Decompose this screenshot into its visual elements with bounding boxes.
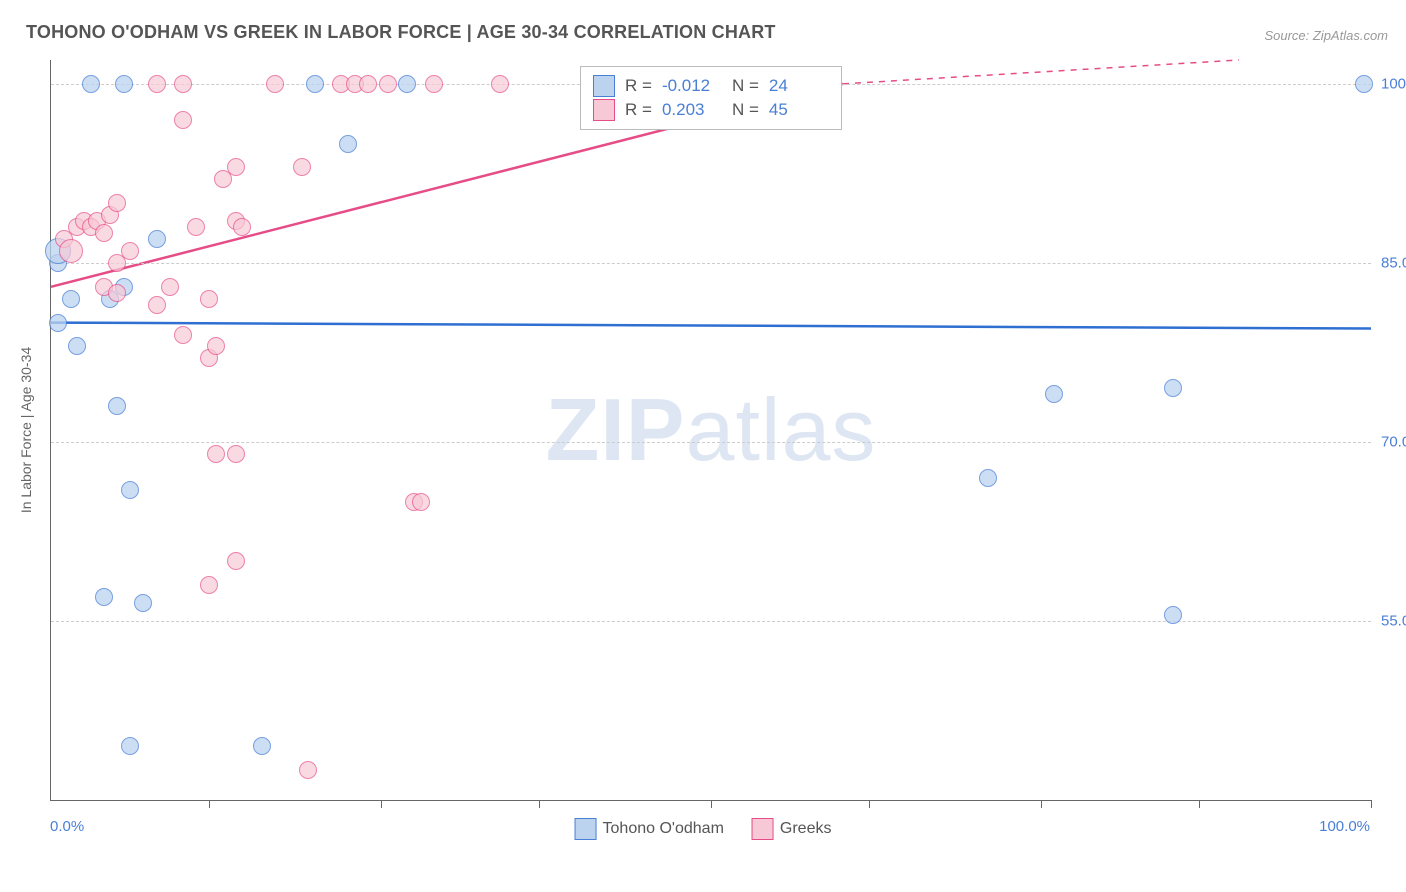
data-point-a bbox=[979, 469, 997, 487]
data-point-a bbox=[1164, 606, 1182, 624]
data-point-b bbox=[148, 75, 166, 93]
data-point-a bbox=[306, 75, 324, 93]
data-point-a bbox=[115, 75, 133, 93]
data-point-b bbox=[200, 290, 218, 308]
data-point-b bbox=[425, 75, 443, 93]
data-point-b bbox=[200, 576, 218, 594]
data-point-b bbox=[174, 75, 192, 93]
regression-line bbox=[843, 60, 1239, 84]
data-point-b bbox=[379, 75, 397, 93]
y-tick-label: 70.0% bbox=[1381, 433, 1406, 450]
data-point-a bbox=[148, 230, 166, 248]
legend-label-a: Tohono O'odham bbox=[603, 820, 724, 837]
gridline bbox=[51, 442, 1371, 443]
data-point-b bbox=[148, 296, 166, 314]
regression-lines-layer bbox=[51, 60, 1371, 800]
data-point-b bbox=[174, 111, 192, 129]
data-point-a bbox=[68, 337, 86, 355]
data-point-b bbox=[108, 284, 126, 302]
series-legend: Tohono O'odham Greeks bbox=[575, 818, 832, 840]
gridline bbox=[51, 263, 1371, 264]
chart-title: TOHONO O'ODHAM VS GREEK IN LABOR FORCE |… bbox=[26, 22, 776, 43]
data-point-b bbox=[359, 75, 377, 93]
data-point-a bbox=[398, 75, 416, 93]
swatch-series-b bbox=[593, 99, 615, 121]
data-point-b bbox=[207, 445, 225, 463]
y-tick-label: 100.0% bbox=[1381, 75, 1406, 92]
x-tick bbox=[539, 800, 540, 808]
source-attribution: Source: ZipAtlas.com bbox=[1264, 28, 1388, 43]
data-point-b bbox=[412, 493, 430, 511]
data-point-a bbox=[1045, 385, 1063, 403]
data-point-a bbox=[1355, 75, 1373, 93]
stats-legend-row-a: R = -0.012 N = 24 bbox=[593, 75, 829, 97]
data-point-a bbox=[108, 397, 126, 415]
swatch-series-a bbox=[593, 75, 615, 97]
data-point-b bbox=[95, 224, 113, 242]
data-point-a bbox=[339, 135, 357, 153]
y-tick-label: 55.0% bbox=[1381, 612, 1406, 629]
x-tick bbox=[1199, 800, 1200, 808]
data-point-b bbox=[187, 218, 205, 236]
r-label: R = bbox=[625, 76, 652, 96]
x-axis-min-label: 0.0% bbox=[50, 818, 84, 835]
swatch-series-b bbox=[752, 818, 774, 840]
x-tick bbox=[381, 800, 382, 808]
data-point-b bbox=[108, 194, 126, 212]
data-point-b bbox=[299, 761, 317, 779]
data-point-b bbox=[59, 239, 83, 263]
x-tick bbox=[711, 800, 712, 808]
data-point-a bbox=[49, 314, 67, 332]
data-point-a bbox=[253, 737, 271, 755]
data-point-a bbox=[121, 481, 139, 499]
data-point-b bbox=[266, 75, 284, 93]
r-label: R = bbox=[625, 100, 652, 120]
x-tick bbox=[1041, 800, 1042, 808]
plot-area: ZIPatlas 100.0%85.0%70.0%55.0% bbox=[50, 60, 1371, 801]
data-point-b bbox=[233, 218, 251, 236]
data-point-a bbox=[95, 588, 113, 606]
data-point-b bbox=[121, 242, 139, 260]
data-point-a bbox=[82, 75, 100, 93]
x-axis-max-label: 100.0% bbox=[1319, 818, 1370, 835]
legend-item-a: Tohono O'odham bbox=[575, 818, 724, 840]
n-value-b: 45 bbox=[769, 100, 829, 120]
data-point-b bbox=[491, 75, 509, 93]
data-point-b bbox=[207, 337, 225, 355]
data-point-a bbox=[121, 737, 139, 755]
stats-legend: R = -0.012 N = 24 R = 0.203 N = 45 bbox=[580, 66, 842, 130]
y-axis-label: In Labor Force | Age 30-34 bbox=[18, 347, 34, 513]
data-point-b bbox=[174, 326, 192, 344]
r-value-a: -0.012 bbox=[662, 76, 722, 96]
data-point-b bbox=[227, 552, 245, 570]
data-point-a bbox=[134, 594, 152, 612]
x-tick bbox=[209, 800, 210, 808]
x-tick bbox=[1371, 800, 1372, 808]
x-tick bbox=[869, 800, 870, 808]
n-label: N = bbox=[732, 100, 759, 120]
legend-label-b: Greeks bbox=[780, 820, 832, 837]
data-point-b bbox=[227, 445, 245, 463]
stats-legend-row-b: R = 0.203 N = 45 bbox=[593, 99, 829, 121]
n-label: N = bbox=[732, 76, 759, 96]
legend-item-b: Greeks bbox=[752, 818, 832, 840]
data-point-b bbox=[293, 158, 311, 176]
data-point-a bbox=[1164, 379, 1182, 397]
data-point-a bbox=[62, 290, 80, 308]
regression-line bbox=[51, 323, 1371, 329]
data-point-b bbox=[161, 278, 179, 296]
y-tick-label: 85.0% bbox=[1381, 254, 1406, 271]
data-point-b bbox=[227, 158, 245, 176]
swatch-series-a bbox=[575, 818, 597, 840]
r-value-b: 0.203 bbox=[662, 100, 722, 120]
n-value-a: 24 bbox=[769, 76, 829, 96]
